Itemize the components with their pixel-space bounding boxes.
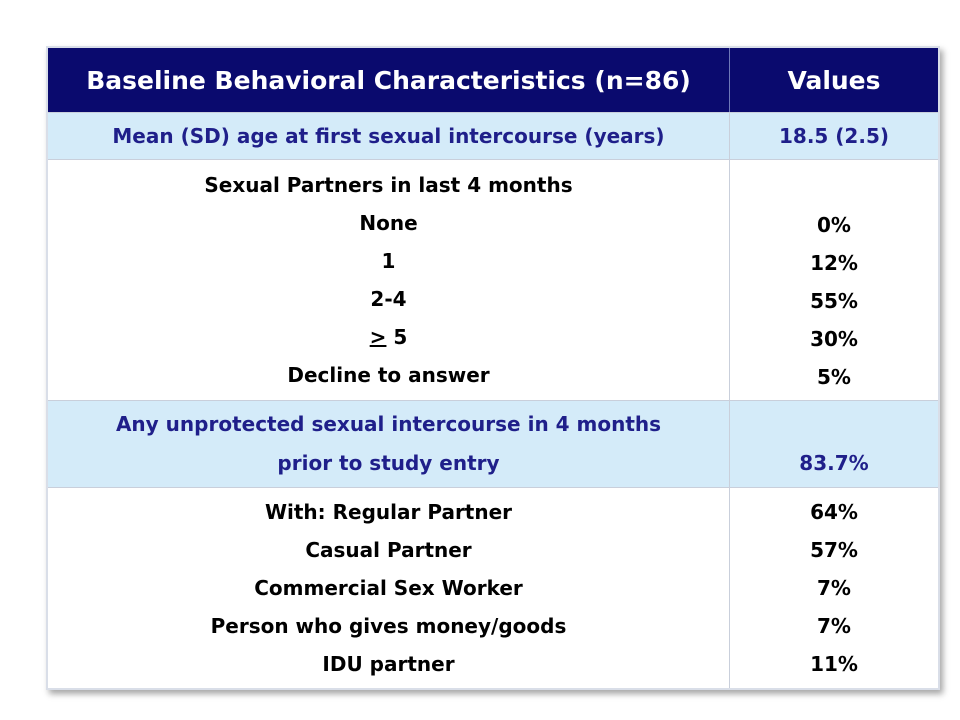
regular-partner-value: 64% <box>810 500 858 524</box>
table-row-sexual-partners: Sexual Partners in last 4 months None 1 … <box>48 159 938 400</box>
idu-partner-value: 11% <box>810 652 858 676</box>
table-header-row: Baseline Behavioral Characteristics (n=8… <box>48 48 938 112</box>
partners-none-label: None <box>359 211 418 235</box>
idu-partner-label: IDU partner <box>322 652 455 676</box>
money-goods-partner-value: 7% <box>817 614 851 638</box>
commercial-sex-worker-label: Commercial Sex Worker <box>254 576 523 600</box>
partners-one-value: 12% <box>810 251 858 275</box>
sexual-partners-labels: Sexual Partners in last 4 months None 1 … <box>48 160 730 400</box>
five-plus-number: 5 <box>386 325 408 349</box>
casual-partner-label: Casual Partner <box>305 538 472 562</box>
age-first-intercourse-label: Mean (SD) age at first sexual intercours… <box>48 113 730 159</box>
partners-five-plus-label: > 5 <box>370 318 408 356</box>
regular-partner-label: With: Regular Partner <box>264 500 513 524</box>
partners-decline-value: 5% <box>817 365 851 389</box>
greater-or-equal-symbol: > <box>369 325 387 349</box>
unprotected-label-line2: prior to study entry <box>277 451 500 475</box>
table-row-unprotected-intercourse: Any unprotected sexual intercourse in 4 … <box>48 400 938 487</box>
table-row-age-first-intercourse: Mean (SD) age at first sexual intercours… <box>48 112 938 159</box>
partners-one-label: 1 <box>381 249 396 273</box>
partners-none-value: 0% <box>817 213 851 237</box>
header-characteristics: Baseline Behavioral Characteristics (n=8… <box>48 48 730 112</box>
partner-types-labels: With: Regular Partner Casual Partner Com… <box>48 488 730 688</box>
partners-two-to-four-label: 2-4 <box>370 287 407 311</box>
header-values: Values <box>787 65 881 95</box>
unprotected-intercourse-value-cell: 83.7% <box>730 401 938 487</box>
table-row-partner-types: With: Regular Partner Casual Partner Com… <box>48 487 938 688</box>
unprotected-label-line1: Any unprotected sexual intercourse in 4 … <box>115 412 662 436</box>
casual-partner-value: 57% <box>810 538 858 562</box>
money-goods-partner-label: Person who gives money/goods <box>210 614 567 638</box>
sexual-partners-values: 0% 12% 55% 30% 5% <box>730 160 938 400</box>
commercial-sex-worker-value: 7% <box>817 576 851 600</box>
unprotected-intercourse-value: 83.7% <box>799 451 869 475</box>
partners-decline-label: Decline to answer <box>287 363 490 387</box>
age-first-intercourse-value: 18.5 (2.5) <box>778 124 890 148</box>
unprotected-intercourse-label: Any unprotected sexual intercourse in 4 … <box>48 401 730 487</box>
sexual-partners-title: Sexual Partners in last 4 months <box>204 173 573 197</box>
partner-types-values: 64% 57% 7% 7% 11% <box>730 488 938 688</box>
behavioral-characteristics-table: Baseline Behavioral Characteristics (n=8… <box>46 46 940 690</box>
partners-two-to-four-value: 55% <box>810 289 858 313</box>
partners-five-plus-value: 30% <box>810 327 858 351</box>
